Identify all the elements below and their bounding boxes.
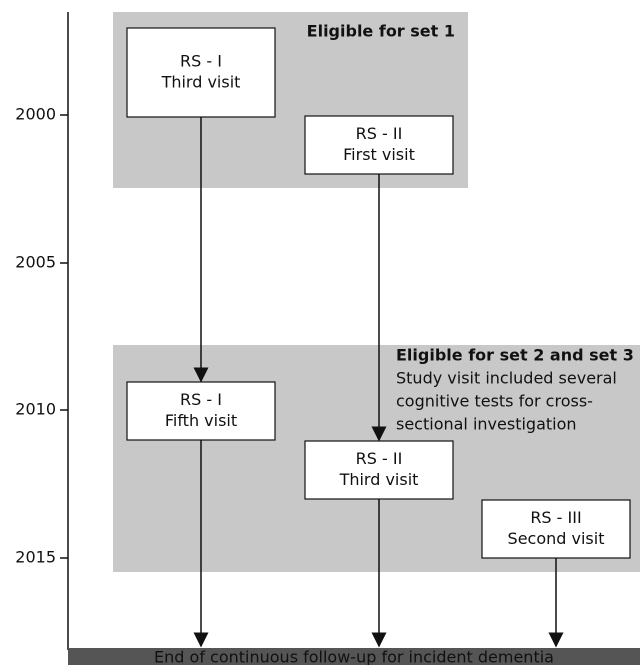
region-title: Eligible for set 2 and set 3: [396, 346, 634, 365]
footer-bar: [68, 648, 640, 665]
visit-label: First visit: [343, 145, 415, 164]
visit-label: Second visit: [508, 529, 605, 548]
region-note: Study visit included several: [396, 369, 617, 388]
footer-text: End of continuous follow-up for incident…: [154, 648, 554, 665]
axis-ticks: [60, 114, 68, 559]
tick-label: 2005: [15, 253, 56, 272]
arrows: [193, 117, 564, 648]
visit-label: Third visit: [339, 470, 419, 489]
visit-box: [126, 381, 276, 441]
visit-label: Third visit: [161, 73, 241, 92]
visit-label: RS - III: [530, 508, 581, 527]
visit-box: [304, 115, 454, 175]
region-note: sectional investigation: [396, 415, 577, 434]
visit-box: [304, 440, 454, 500]
visit-label: RS - I: [180, 52, 222, 71]
region-note: cognitive tests for cross-: [396, 392, 593, 411]
visit-label: RS - II: [356, 449, 403, 468]
tick-label: 2010: [15, 400, 56, 419]
region-title: Eligible for set 1: [307, 22, 455, 41]
visit-box: [481, 499, 631, 559]
visit-box: [126, 27, 276, 118]
visit-label: RS - I: [180, 390, 222, 409]
visit-label: Fifth visit: [165, 411, 237, 430]
tick-label: 2015: [15, 548, 56, 567]
visit-label: RS - II: [356, 124, 403, 143]
tick-label: 2000: [15, 105, 56, 124]
